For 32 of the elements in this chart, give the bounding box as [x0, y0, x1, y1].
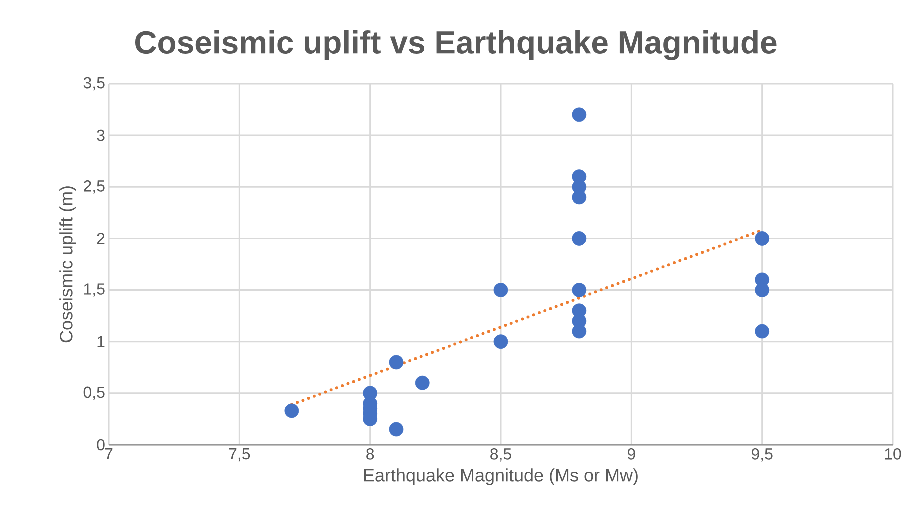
y-tick-label: 0	[97, 439, 105, 451]
point	[572, 324, 587, 339]
x-tick-label: 7,5	[229, 448, 250, 462]
x-tick-label: 8	[366, 448, 374, 460]
point	[389, 422, 404, 437]
x-axis-title: Earthquake Magnitude (Ms or Mw)	[364, 468, 638, 486]
y-tick-label: 1	[98, 336, 105, 348]
y-tick-label: 2	[97, 233, 105, 244]
x-tick-label: 9	[628, 448, 636, 460]
x-tick-label: 9,5	[752, 448, 773, 462]
point	[572, 108, 587, 122]
point	[494, 334, 508, 350]
chart-title: Coseismic uplift vs Earthquake Magnitude	[135, 30, 777, 60]
point	[755, 232, 770, 246]
point	[755, 324, 770, 339]
point	[572, 190, 587, 205]
point	[415, 376, 430, 390]
x-tick-label: 7	[105, 448, 113, 460]
x-tick-label: 10	[885, 448, 902, 460]
y-tick-label: 1,5	[84, 284, 105, 297]
point	[284, 404, 300, 418]
y-axis-title: Coseismic uplift (m)	[60, 186, 76, 343]
point	[755, 283, 770, 298]
point	[572, 232, 587, 246]
y-tick-label: 2,5	[84, 180, 105, 194]
point	[494, 283, 508, 298]
y-tick-label: 0,5	[84, 386, 105, 400]
y-tick-label: 3,5	[84, 77, 105, 91]
point	[572, 283, 587, 298]
point	[389, 355, 404, 370]
y-tick-label: 3	[97, 130, 105, 142]
x-tick-label: 8,5	[490, 448, 512, 462]
